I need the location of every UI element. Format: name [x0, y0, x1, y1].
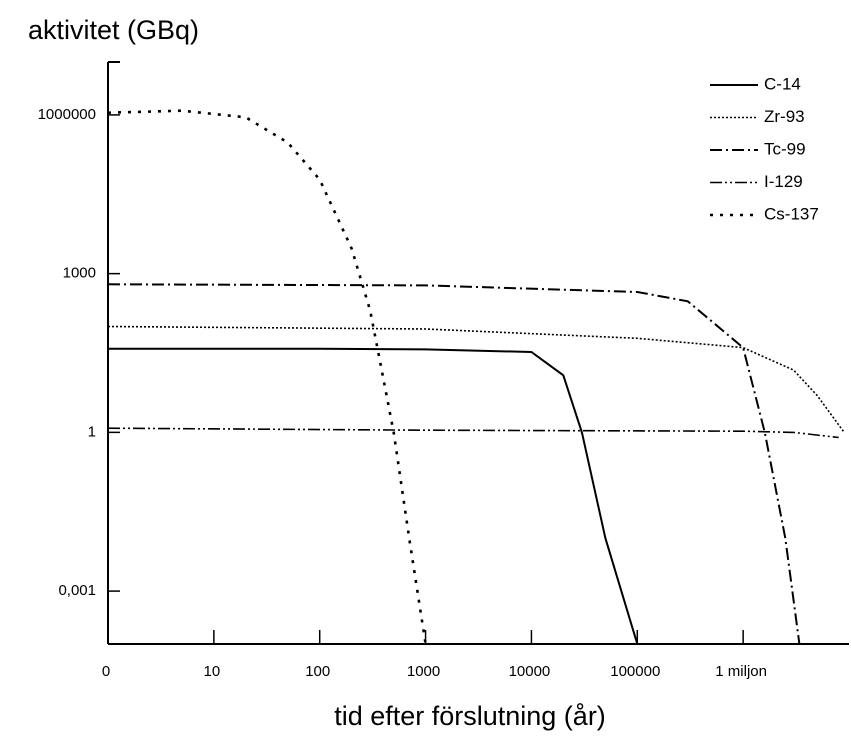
- y-axis-label: aktivitet (GBq): [28, 15, 199, 45]
- x-axis-label: tid efter förslutning (år): [334, 701, 606, 731]
- series-line: [107, 325, 845, 433]
- y-tick-label: 0,001: [58, 582, 96, 599]
- legend-label: Zr-93: [764, 107, 805, 126]
- x-tick-label: 1 miljon: [715, 663, 767, 680]
- x-tick-label: 1000: [407, 663, 440, 680]
- x-tick-label: 10000: [509, 663, 551, 680]
- x-tick-label: 10: [204, 663, 221, 680]
- series-line: [107, 427, 839, 439]
- legend-label: Tc-99: [764, 139, 806, 158]
- x-tick-label: 100: [305, 663, 330, 680]
- y-tick-label: 1000: [63, 265, 96, 282]
- series-line: [107, 109, 427, 645]
- x-tick-label: 0: [102, 663, 110, 680]
- legend-label: I-129: [764, 172, 803, 191]
- legend-label: Cs-137: [764, 204, 819, 223]
- y-tick-label: 1000000: [38, 106, 96, 123]
- y-tick-label: 1: [88, 423, 96, 440]
- series-line: [107, 283, 801, 645]
- series-line: [108, 347, 639, 645]
- legend-label: C-14: [764, 74, 801, 93]
- x-tick-label: 100000: [610, 663, 660, 680]
